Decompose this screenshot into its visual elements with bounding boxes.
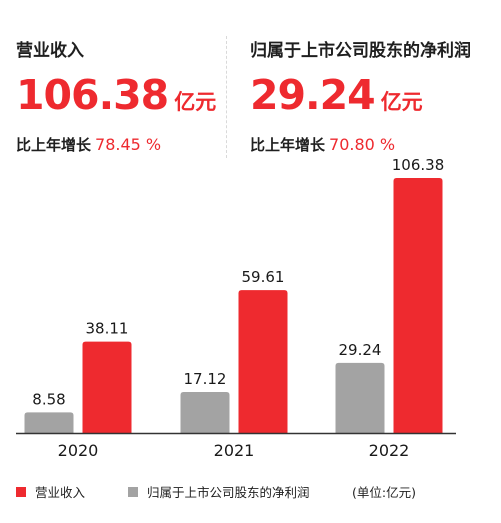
bar-net-profit-2021 (180, 391, 230, 433)
data-label-revenue-2022: 106.38 (392, 156, 445, 174)
legend-label-net-profit: 归属于上市公司股东的净利润 (147, 485, 310, 500)
legend-label-revenue: 营业收入 (35, 485, 86, 500)
bar-revenue-2022 (393, 178, 443, 433)
kpi-net-profit-label: 归属于上市公司股东的净利润 (250, 41, 471, 61)
kpi-net-profit-unit: 亿元 (380, 90, 423, 114)
x-tick-label-2020: 2020 (58, 441, 99, 460)
legend-item-net-profit: 归属于上市公司股东的净利润 (128, 482, 310, 501)
kpi-net-profit-growth: 比上年增长 70.80 % (250, 134, 471, 155)
x-tick-label-2021: 2021 (214, 441, 255, 460)
kpi-revenue-unit: 亿元 (174, 90, 217, 114)
kpi-net-profit-value-row: 29.24 亿元 (250, 75, 471, 116)
x-tick-label-2022: 2022 (369, 441, 410, 460)
unit-note: (单位:亿元) (352, 485, 416, 500)
kpi-net-profit: 归属于上市公司股东的净利润 29.24 亿元 比上年增长 70.80 % (250, 36, 471, 155)
bar-chart: 8.58 38.11 2020 17.12 59.61 2021 29.24 106.38 20… (16, 156, 456, 460)
data-label-net-profit-2021: 17.12 (184, 370, 227, 388)
data-label-revenue-2021: 59.61 (242, 268, 285, 286)
kpi-net-profit-growth-label: 比上年增长 (250, 136, 326, 154)
kpi-revenue-growth-value: 78.45 % (95, 135, 162, 154)
bar-revenue-2021 (238, 290, 288, 433)
data-label-net-profit-2022: 29.24 (339, 341, 382, 359)
legend-swatch-revenue (16, 486, 26, 497)
kpi-revenue-growth-label: 比上年增长 (16, 136, 92, 154)
kpi-net-profit-value: 29.24 (250, 71, 376, 119)
data-label-net-profit-2020: 8.58 (32, 390, 65, 408)
bar-revenue-2020 (82, 341, 132, 433)
kpi-revenue-value: 106.38 (16, 71, 169, 119)
kpi-revenue: 营业收入 106.38 亿元 比上年增长 78.45 % (16, 36, 216, 155)
bar-net-profit-2022 (335, 362, 385, 433)
kpi-divider (226, 36, 227, 158)
kpi-net-profit-growth-value: 70.80 % (329, 135, 396, 154)
data-label-revenue-2020: 38.11 (86, 320, 129, 338)
kpi-revenue-growth: 比上年增长 78.45 % (16, 134, 216, 155)
kpi-revenue-label: 营业收入 (16, 41, 84, 61)
bar-net-profit-2020 (24, 412, 74, 433)
kpi-revenue-value-row: 106.38 亿元 (16, 75, 216, 116)
legend-item-revenue: 营业收入 (16, 482, 85, 501)
legend-swatch-net-profit (128, 486, 138, 497)
